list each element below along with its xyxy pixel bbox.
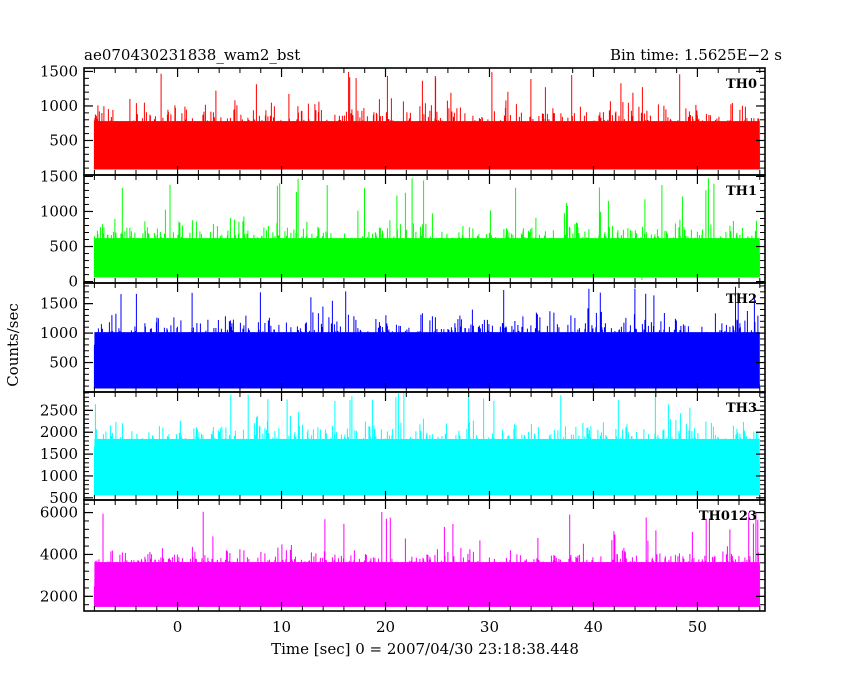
xtick-label: 10 — [272, 618, 291, 636]
panel-th0-label: TH0 — [726, 77, 757, 92]
panel-th0-series-line — [93, 72, 760, 170]
panel-th1-label: TH1 — [726, 184, 757, 199]
panel-th1-ytick-label: 1000 — [40, 202, 78, 220]
panel-th3-label: TH3 — [726, 401, 757, 416]
xtick-label: 0 — [173, 618, 183, 636]
panel-th0123-frame — [83, 499, 766, 612]
xtick-label: 20 — [376, 618, 395, 636]
panel-th2-ytick-label: 1500 — [40, 295, 78, 313]
panel-th1-series-line — [93, 178, 760, 280]
panel-th2-series-line — [93, 286, 760, 389]
panel-th0: 500 1000 1500 TH0 — [40, 62, 766, 176]
panel-th3-ytick-label: 1500 — [40, 445, 78, 463]
panel-th0123-label: TH0123 — [699, 509, 757, 524]
panel-th3-ytick-label: 2500 — [40, 401, 78, 419]
y-axis-label: Counts/sec — [4, 303, 22, 387]
panel-th1-ytick-label: 1500 — [40, 167, 78, 185]
plot-title: ae070430231838_wam2_bst — [84, 46, 300, 64]
xtick-label: 50 — [688, 618, 707, 636]
panel-th2-ytick-label: 500 — [49, 354, 78, 372]
panel-th2-label: TH2 — [726, 292, 757, 307]
panel-th3: 500 1000 1500 2000 2500 TH3 — [40, 391, 766, 507]
panel-th1-ytick-label: 500 — [49, 238, 78, 256]
panel-th0123-ytick-label: 2000 — [40, 587, 78, 605]
panel-th2: 500 1000 1500 TH2 — [40, 282, 766, 393]
panel-th0123: 2000 4000 6000 TH0123 — [40, 499, 766, 612]
panel-th3-series-line — [93, 392, 760, 496]
panel-th0123-series-line — [93, 511, 760, 607]
panels-group: 50010001500TH0050010001500TH150010001500… — [40, 62, 766, 636]
xtick-label: 40 — [584, 618, 603, 636]
panel-th0-ytick-label: 1000 — [40, 97, 78, 115]
panel-th0-ytick-label: 500 — [49, 131, 78, 149]
x-axis-label: Time [sec] 0 = 2007/04/30 23:18:38.448 — [271, 640, 579, 658]
panel-th3-ytick-label: 1000 — [40, 467, 78, 485]
panel-th0-ytick-label: 1500 — [40, 62, 78, 80]
panel-th2-ytick-label: 1000 — [40, 324, 78, 342]
panel-th0123-ytick-label: 6000 — [40, 504, 78, 522]
panel-th0123-ytick-label: 4000 — [40, 545, 78, 563]
panel-th3-ytick-label: 2000 — [40, 423, 78, 441]
panel-th3-ytick-label: 500 — [49, 489, 78, 507]
panel-th1: 0 500 1000 1500 TH1 — [40, 167, 766, 291]
bin-time-label: Bin time: 1.5625E−2 s — [610, 46, 782, 64]
xtick-label: 30 — [480, 618, 499, 636]
panel-th1-ytick-label: 0 — [68, 273, 78, 291]
